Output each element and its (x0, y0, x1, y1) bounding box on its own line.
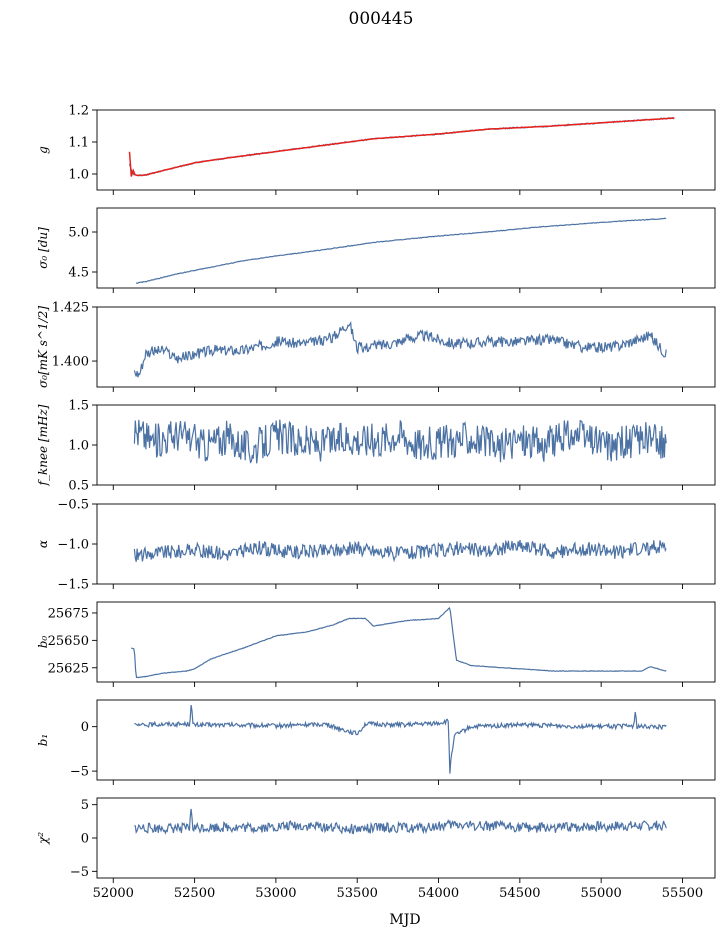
y-axis-label-g: g (36, 146, 50, 154)
panel-alpha: −1.5 −1.0 −0.5 α (36, 498, 716, 593)
y-tick-label: 1.1 (68, 136, 89, 151)
y-tick-label: 0 (81, 720, 89, 735)
x-tick-label: 55500 (662, 886, 703, 901)
y-axis-label-alpha: α (36, 540, 50, 548)
y-tick-label: 1.425 (52, 301, 89, 316)
panel-frame (96, 306, 716, 388)
y-tick-label: 5 (81, 798, 89, 813)
panel-fknee: 0.5 1.0 1.5 f_knee [mHz] (36, 399, 716, 494)
panel-frame (96, 109, 716, 191)
y-axis-label-sigma0-du: σ₀ [du] (36, 227, 50, 269)
y-tick-label: 25675 (48, 606, 89, 621)
y-axis-label-fknee: f_knee [mHz] (36, 404, 50, 486)
series-line-g (128, 117, 675, 177)
y-tick-label: 5.0 (68, 226, 89, 241)
y-tick-label: 25650 (48, 634, 89, 649)
y-tick-label: −1.0 (57, 538, 89, 553)
panel-frame (96, 699, 716, 781)
x-tick-label: 52500 (174, 886, 215, 901)
x-tick-label: 52000 (93, 886, 134, 901)
y-tick-label: 1.400 (52, 355, 89, 370)
x-tick-label: 54000 (418, 886, 459, 901)
y-axis-label-sigma0-mks: σ₀[mK s^1/2] (36, 306, 50, 388)
x-tick-label: 53000 (255, 886, 296, 901)
panel-g: 1.0 1.1 1.2 g (36, 104, 716, 195)
x-axis-label: MJD (389, 912, 420, 928)
x-tick-label: 53500 (337, 886, 378, 901)
x-tick-label: 55000 (580, 886, 621, 901)
y-tick-label: −5 (70, 865, 89, 880)
y-tick-label: 4.5 (68, 266, 89, 281)
y-tick-label: 1.0 (68, 168, 89, 183)
y-axis-label-chi2: χ² (36, 832, 50, 845)
panel-b0: 25625 25650 25675 b₀ (36, 601, 716, 687)
series-line-alpha (133, 539, 667, 563)
fit-line-g (128, 117, 675, 177)
y-tick-label: −1.5 (57, 578, 89, 593)
panel-frame (96, 503, 716, 585)
panel-frame (96, 207, 716, 289)
y-axis-label-b1: b₁ (36, 734, 50, 747)
y-tick-label: −0.5 (57, 498, 89, 513)
chart-title: 000445 (349, 9, 414, 29)
series-line-fknee (133, 419, 667, 464)
y-tick-label: 25625 (48, 661, 89, 676)
panel-frame (96, 601, 716, 683)
series-line-b0 (130, 607, 667, 679)
y-tick-label: 1.2 (68, 104, 89, 119)
y-tick-label: −5 (70, 765, 89, 780)
panel-frame (96, 797, 716, 879)
y-tick-label: 1.5 (68, 399, 89, 414)
series-line-sigma0-du (135, 217, 667, 284)
y-tick-label: 0 (81, 832, 89, 847)
series-line-chi2 (134, 808, 667, 835)
panel-b1: −5 0 b₁ (36, 699, 716, 785)
panel-sigma0-du: 4.5 5.0 σ₀ [du] (36, 207, 716, 293)
y-axis-label-b0: b₀ (36, 636, 50, 649)
series-line-b1 (134, 705, 667, 774)
panel-chi2: −5 0 5 52000 52500 53000 53500 54000 54500 55000 5… (36, 797, 716, 901)
y-tick-label: 0.5 (68, 479, 89, 494)
y-tick-label: 1.0 (68, 439, 89, 454)
series-line-sigma0-mks (133, 320, 667, 378)
x-tick-label: 54500 (499, 886, 540, 901)
